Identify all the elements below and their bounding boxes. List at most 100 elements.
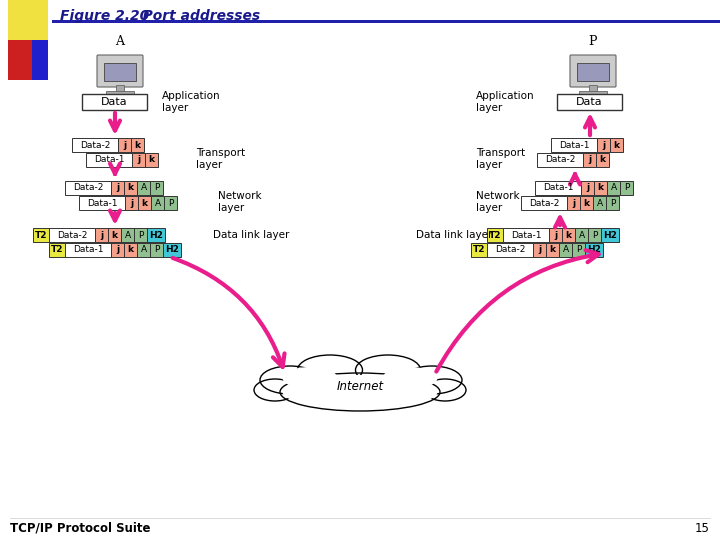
Text: j: j — [137, 156, 140, 165]
Bar — [596, 153, 609, 167]
Bar — [546, 243, 559, 257]
Text: H2: H2 — [603, 231, 617, 240]
Text: Transport
layer: Transport layer — [476, 148, 525, 170]
Text: j: j — [100, 231, 103, 240]
Text: k: k — [583, 199, 590, 207]
Bar — [606, 196, 619, 210]
Text: Data link layer: Data link layer — [416, 230, 492, 240]
Bar — [537, 153, 583, 167]
Text: A: A — [140, 246, 147, 254]
Bar — [487, 228, 503, 242]
Bar — [150, 243, 163, 257]
Ellipse shape — [282, 367, 338, 389]
Text: j: j — [586, 184, 589, 192]
Text: k: k — [613, 140, 619, 150]
Bar — [150, 181, 163, 195]
Text: P: P — [592, 231, 597, 240]
Text: k: k — [127, 184, 133, 192]
Text: Data-2: Data-2 — [57, 231, 87, 240]
Bar — [551, 138, 597, 152]
Bar — [521, 196, 567, 210]
FancyBboxPatch shape — [575, 96, 611, 103]
Text: Port addresses: Port addresses — [128, 9, 260, 23]
Bar — [95, 228, 108, 242]
Ellipse shape — [382, 367, 438, 389]
Bar — [164, 196, 177, 210]
Text: A: A — [154, 199, 161, 207]
Text: Figure 2.20: Figure 2.20 — [60, 9, 149, 23]
Bar — [49, 243, 65, 257]
Text: A: A — [115, 35, 125, 48]
Text: P: P — [624, 184, 629, 192]
Text: k: k — [112, 231, 117, 240]
Bar — [86, 153, 132, 167]
Text: T2: T2 — [489, 231, 501, 240]
Text: Data-2: Data-2 — [73, 184, 103, 192]
Bar — [131, 138, 144, 152]
Text: Application
layer: Application layer — [476, 91, 535, 113]
Text: Data link layer: Data link layer — [213, 230, 289, 240]
Bar — [601, 228, 619, 242]
Text: k: k — [565, 231, 572, 240]
Bar — [79, 196, 125, 210]
Text: j: j — [572, 199, 575, 207]
Text: T2: T2 — [473, 246, 485, 254]
Bar — [559, 243, 572, 257]
Text: j: j — [130, 199, 133, 207]
Text: k: k — [135, 140, 140, 150]
Bar — [151, 196, 164, 210]
Ellipse shape — [297, 355, 362, 385]
Bar — [610, 138, 623, 152]
Text: Data-1: Data-1 — [510, 231, 541, 240]
Text: P: P — [168, 199, 174, 207]
Text: k: k — [148, 156, 155, 165]
Text: k: k — [127, 246, 133, 254]
Bar — [104, 63, 136, 81]
Bar — [572, 243, 585, 257]
Text: Data: Data — [102, 97, 128, 107]
Bar — [487, 243, 533, 257]
Text: H2: H2 — [587, 246, 601, 254]
Bar — [557, 94, 622, 110]
Ellipse shape — [254, 379, 296, 401]
Text: H2: H2 — [165, 246, 179, 254]
Bar — [106, 91, 134, 95]
Text: A: A — [562, 246, 569, 254]
Text: Data-2: Data-2 — [495, 246, 525, 254]
Bar — [138, 196, 151, 210]
Text: k: k — [549, 246, 556, 254]
Bar — [577, 63, 609, 81]
Bar — [125, 196, 138, 210]
Text: Internet: Internet — [336, 381, 384, 394]
Bar — [82, 94, 147, 110]
Bar — [583, 153, 596, 167]
Bar — [145, 153, 158, 167]
Text: A: A — [578, 231, 585, 240]
Bar — [8, 40, 32, 80]
Text: P: P — [138, 231, 143, 240]
Text: Data-1: Data-1 — [94, 156, 125, 165]
Text: A: A — [596, 199, 603, 207]
Bar — [620, 181, 633, 195]
Bar — [124, 181, 137, 195]
Bar — [471, 243, 487, 257]
Bar — [137, 181, 150, 195]
Text: j: j — [538, 246, 541, 254]
Text: P: P — [589, 35, 598, 48]
Bar — [65, 243, 111, 257]
Bar — [588, 228, 601, 242]
Text: Data-1: Data-1 — [543, 184, 573, 192]
Bar — [593, 196, 606, 210]
Text: Application
layer: Application layer — [162, 91, 220, 113]
Text: Data-1: Data-1 — [73, 246, 103, 254]
Text: A: A — [125, 231, 130, 240]
FancyBboxPatch shape — [97, 55, 143, 87]
Bar — [147, 228, 165, 242]
Text: Data-1: Data-1 — [559, 140, 589, 150]
Bar — [594, 181, 607, 195]
Text: T2: T2 — [35, 231, 48, 240]
Bar — [589, 85, 597, 91]
Text: Network
layer: Network layer — [218, 191, 261, 213]
Text: P: P — [154, 184, 159, 192]
Ellipse shape — [402, 366, 462, 394]
